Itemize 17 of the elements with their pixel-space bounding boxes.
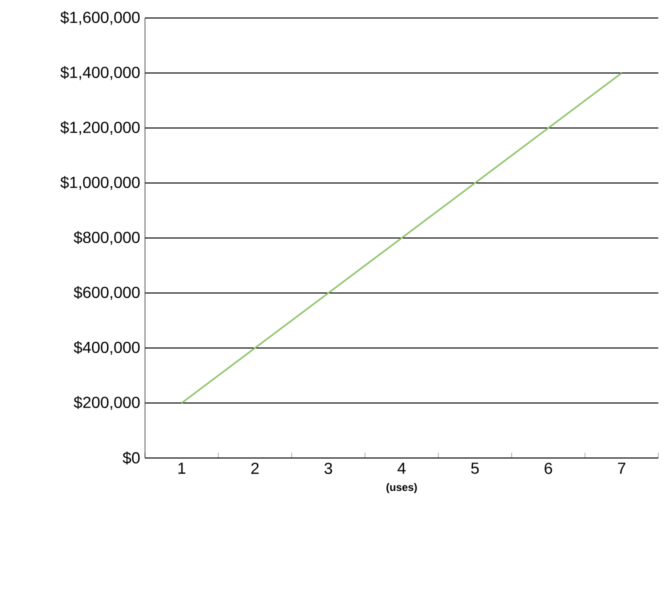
y-tick-label: $1,400,000 [60, 66, 140, 80]
y-tick-label: $200,000 [74, 396, 140, 410]
x-tick-label: 6 [544, 462, 552, 474]
y-tick-label: $1,600,000 [60, 11, 140, 25]
y-tick-label: $400,000 [74, 341, 140, 355]
y-tick-label: $800,000 [74, 231, 140, 245]
x-tick-label: 7 [618, 462, 626, 474]
y-tick-label: $600,000 [74, 286, 140, 300]
x-tick-label: 4 [398, 462, 406, 474]
y-tick-label: $1,200,000 [60, 121, 140, 135]
x-tick-label: 2 [251, 462, 259, 474]
x-axis-title: (uses) [386, 483, 417, 494]
x-tick-label: 5 [471, 462, 479, 474]
x-tick-label: 3 [324, 462, 332, 474]
y-tick-label: $0 [122, 452, 140, 464]
x-tick-label: 1 [178, 462, 186, 474]
y-tick-label: $1,000,000 [60, 176, 140, 190]
